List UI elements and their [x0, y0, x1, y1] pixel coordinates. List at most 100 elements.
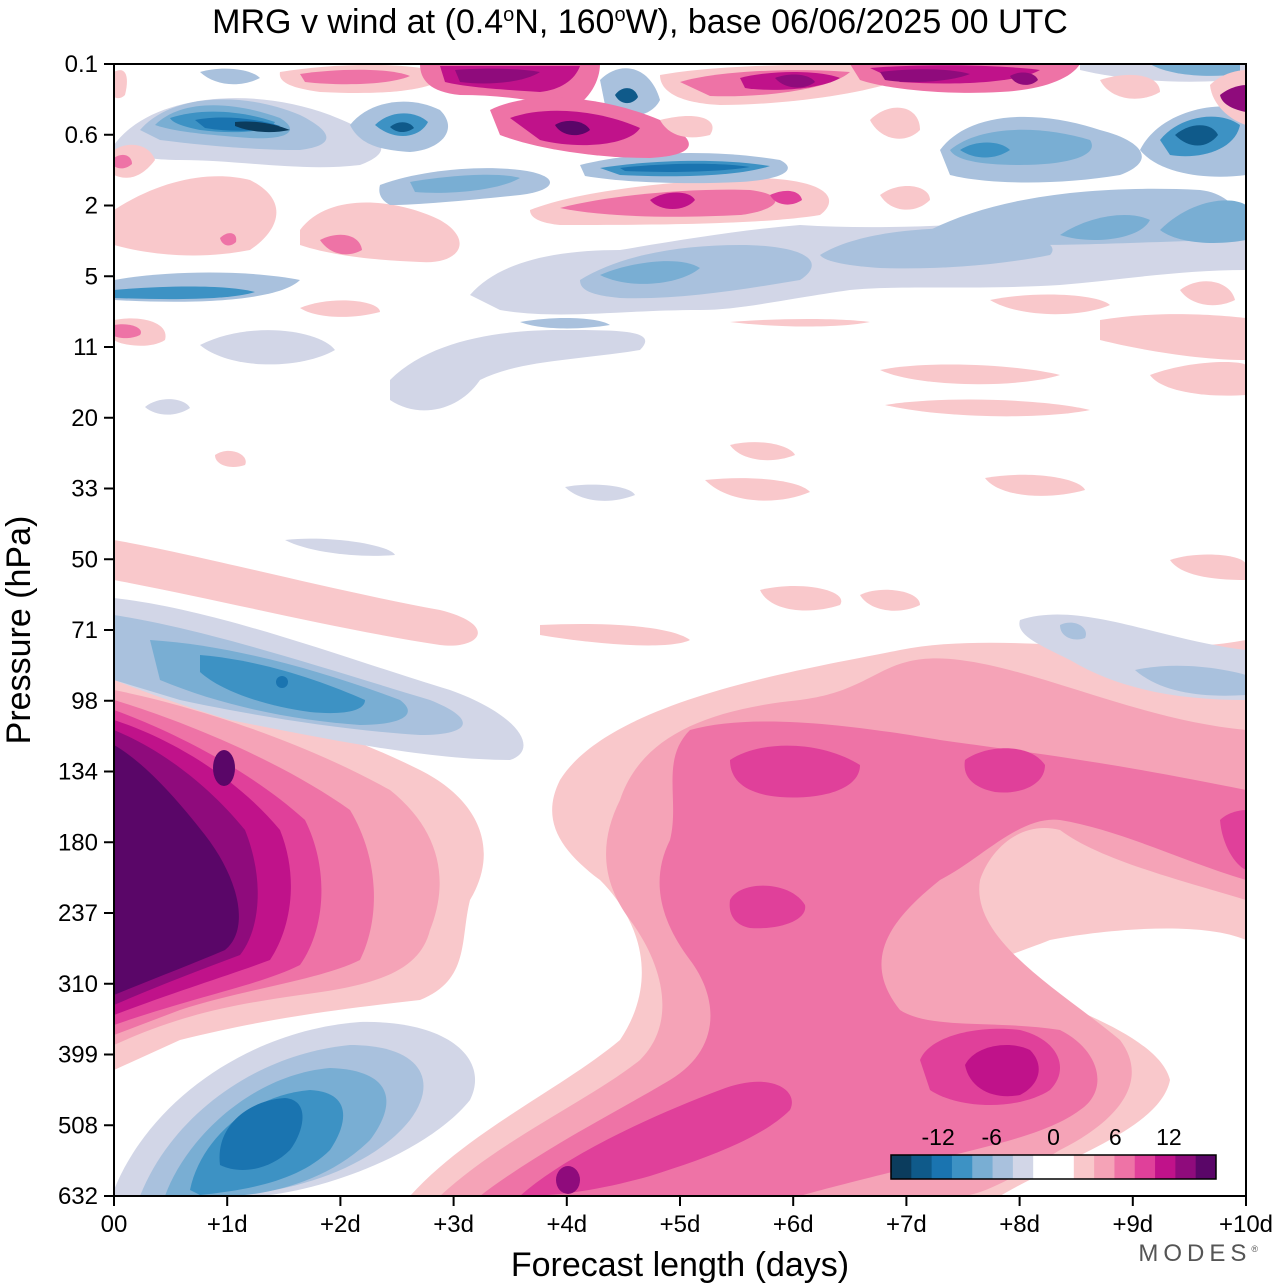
colorbar-swatch: [911, 1155, 933, 1179]
contour-pos-top-h: [555, 120, 590, 136]
contour-pos-top-p: [1010, 72, 1038, 85]
contour-neg-top-t: [1150, 64, 1240, 76]
contour-neg-top-j: [200, 68, 260, 85]
x-tick-label: +6d: [773, 1211, 814, 1238]
colorbar-frame: [890, 1154, 1217, 1180]
y-tick-label: 180: [58, 829, 98, 856]
y-tick-label: 237: [58, 900, 98, 927]
contour-pos-mid-k: [885, 399, 1090, 417]
chart-title: MRG v wind at (0.4oN, 160oW), base 06/06…: [212, 3, 1068, 41]
x-axis-label: Forecast length (days): [511, 1246, 849, 1284]
contour-pos-mid-e: [1170, 554, 1246, 580]
colorbar-swatch: [1155, 1155, 1176, 1179]
contour-pos-top-w: [870, 107, 920, 139]
contour-pos-top-e: [455, 68, 540, 84]
y-tick-label: 71: [71, 617, 98, 644]
contour-pos-top-t: [114, 154, 132, 169]
y-tick-label: 632: [58, 1183, 98, 1210]
colorbar-label: -6: [982, 1124, 1002, 1150]
contour-neg-upper-9: [1160, 200, 1246, 243]
contour-pos-2hpa-g: [650, 192, 695, 209]
contour-pos-mid-d: [860, 589, 920, 611]
contour-pos-upper-b: [300, 300, 380, 317]
colorbar-swatch: [1195, 1155, 1217, 1179]
contour-neg-top-f: [235, 121, 290, 133]
y-tick-label: 20: [71, 405, 98, 432]
y-tick-label: 134: [58, 759, 98, 786]
y-tick-label: 0.1: [65, 51, 98, 78]
contour-pos-upper-a2: [114, 324, 141, 339]
contour-pos-small-core: [213, 750, 235, 786]
contour-pos-right-8e: [964, 748, 1045, 793]
colorbar-label: 6: [1109, 1124, 1122, 1150]
contour-neg-1hpa-e: [620, 163, 750, 172]
y-tick-label: 508: [58, 1112, 98, 1139]
contour-pos-top-l: [775, 74, 815, 88]
contour-pos-2hpa-i: [880, 185, 930, 210]
contour-neg-upper-6: [600, 261, 700, 284]
contour-neg-band-core: [276, 676, 288, 688]
colorbar-swatch: [992, 1155, 1014, 1179]
contour-pos-large-14: [114, 745, 239, 995]
contour-pos-right-8d: [729, 885, 806, 929]
contour-neg-right-4b: [1060, 622, 1086, 640]
y-axis-label: Pressure (hPa): [0, 516, 38, 745]
contour-pos-top-u: [114, 70, 127, 99]
colorbar-swatch: [1094, 1155, 1115, 1179]
contour-pos-upper-e: [1100, 314, 1246, 360]
y-tick-label: 399: [58, 1042, 98, 1069]
y-tick-label: 33: [71, 476, 98, 503]
y-tick-label: 310: [58, 971, 98, 998]
x-tick-label: +1d: [207, 1211, 248, 1238]
contour-pos-mid-h: [730, 442, 795, 461]
colorbar: -12 -6 0 6 12: [890, 1124, 1217, 1180]
colorbar-swatch: [1012, 1155, 1034, 1179]
contour-pos-top-s: [114, 144, 155, 178]
y-axis: 0.1 0.6 2 5 11 20 33 50 71 98 134 180 237 310 399 508 63…: [58, 51, 114, 1210]
y-tick-label: 11: [73, 334, 98, 361]
contour-neg-upper-8: [1060, 215, 1150, 240]
contour-pos-mid-l: [1150, 362, 1246, 396]
contour-pos-top-r: [1220, 85, 1246, 112]
contour-pos-2hpa-a: [114, 176, 277, 256]
y-tick-label: 2: [85, 193, 98, 220]
colorbar-label: 12: [1156, 1124, 1182, 1150]
colorbar-swatch: [1134, 1155, 1156, 1179]
contour-pos-2hpa-c: [320, 234, 362, 255]
y-tick-label: 0.6: [65, 122, 98, 149]
colorbar-swatch: [1175, 1155, 1197, 1179]
contour-neg-low-10: [219, 1098, 303, 1170]
contour-neg-upper-11: [114, 286, 255, 300]
colorbar-swatch: [891, 1155, 912, 1179]
contour-pos-upper-c: [990, 294, 1110, 315]
contour-pos-top-b: [300, 69, 410, 85]
modes-logo: MODES®: [1138, 1240, 1258, 1267]
x-tick-label: +5d: [660, 1211, 701, 1238]
contour-neg-upper-wide: [200, 330, 335, 365]
x-tick-label: +9d: [1112, 1211, 1153, 1238]
contour-pos-top-v: [660, 115, 713, 138]
y-tick-label: 50: [71, 546, 98, 573]
contour-neg-upper-4: [580, 245, 812, 299]
x-tick-label: +7d: [886, 1211, 927, 1238]
contour-neg-1hpa-b: [410, 174, 520, 193]
contour-pos-top-o: [880, 69, 970, 82]
y-tick-label: 5: [85, 263, 98, 290]
contour-field: [114, 64, 1246, 1196]
contour-neg-upper-2: [390, 330, 646, 411]
contour-pos-right-8: [520, 1081, 792, 1196]
colorbar-swatch: [1114, 1155, 1136, 1179]
contour-neg-mid: [285, 538, 395, 556]
colorbar-swatch: [1033, 1155, 1054, 1179]
contour-pos-2hpa-d: [220, 233, 237, 246]
contour-pos-mid-f: [705, 478, 810, 501]
colorbar-label: -12: [922, 1124, 955, 1150]
colorbar-swatch: [951, 1155, 973, 1179]
contour-pos-upper-d: [1180, 281, 1235, 306]
contour-pos-top-x: [1100, 74, 1160, 99]
contour-pos-mid-b: [540, 623, 690, 646]
x-axis: 00 +1d +2d +3d +4d +5d +6d +7d +8d +9d +10d: [101, 1196, 1273, 1238]
contour-pos-mid-j: [880, 364, 1060, 385]
colorbar-swatch: [931, 1155, 953, 1179]
